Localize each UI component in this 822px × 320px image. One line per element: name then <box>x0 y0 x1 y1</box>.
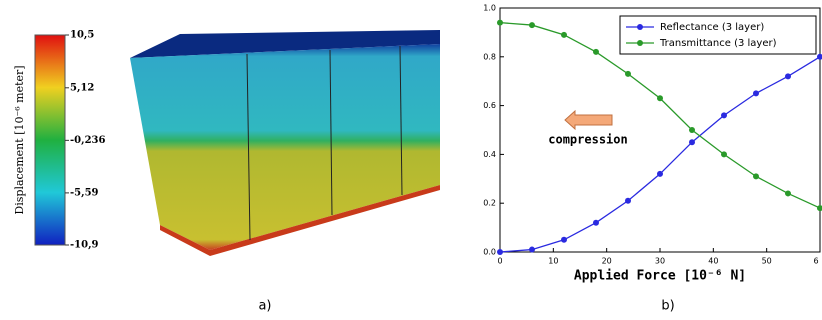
mesh-edge <box>329 49 333 216</box>
point <box>497 19 503 26</box>
colorbar-tick-label: 10,5 <box>70 30 94 41</box>
point <box>817 53 822 60</box>
x-axis-label: Applied Force [10⁻⁶ N] <box>574 269 746 284</box>
colorbar <box>34 34 66 246</box>
mesh-box <box>130 44 440 250</box>
point <box>657 170 663 177</box>
point <box>785 190 791 197</box>
colorbar-tick-label: -0,236 <box>70 135 106 146</box>
point <box>785 73 791 80</box>
panel-label: b) <box>661 299 674 314</box>
point <box>593 219 599 226</box>
annotation-arrow <box>564 109 613 131</box>
point <box>817 205 822 212</box>
colorbar-label: Displacement [10⁻⁶ meter] <box>13 65 26 214</box>
point <box>529 246 535 253</box>
series-line <box>499 56 821 253</box>
point <box>689 127 695 133</box>
mesh-edge <box>246 53 251 241</box>
legend-label: Transmittance (3 layer) <box>659 38 777 49</box>
y-tick-label: 0.2 <box>483 199 496 208</box>
point <box>561 31 567 38</box>
y-tick-label: 1.0 <box>483 4 496 13</box>
y-tick-label: 0.8 <box>483 52 496 61</box>
legend-marker <box>637 40 643 46</box>
annotation: compression <box>548 133 627 147</box>
x-tick-label: 0 <box>497 257 502 266</box>
panel-label: a) <box>258 299 271 314</box>
point <box>753 90 759 97</box>
point <box>753 173 759 180</box>
x-tick-label: 40 <box>708 257 718 266</box>
colorbar-tick-label: -10,9 <box>70 240 99 251</box>
point <box>561 236 567 243</box>
point <box>497 249 503 255</box>
mesh-edge <box>399 45 403 196</box>
legend-label: Reflectance (3 layer) <box>660 22 764 33</box>
y-tick-label: 0.0 <box>483 248 496 257</box>
point <box>593 48 599 55</box>
x-tick-label: 6 <box>813 257 818 266</box>
x-tick-label: 10 <box>548 257 558 266</box>
x-tick-label: 20 <box>602 257 612 266</box>
colorbar-tick-label: -5,59 <box>70 187 99 198</box>
x-tick-label: 30 <box>655 257 665 266</box>
point <box>721 151 727 158</box>
legend-marker <box>637 24 643 30</box>
x-tick-label: 50 <box>762 257 772 266</box>
legend <box>619 15 817 55</box>
box-top <box>130 30 440 58</box>
point <box>657 95 663 102</box>
point <box>689 139 695 146</box>
y-tick-label: 0.4 <box>483 150 496 159</box>
point <box>625 70 631 77</box>
point <box>721 112 727 119</box>
point <box>529 22 535 29</box>
colorbar-tick-label: 5,12 <box>70 82 94 93</box>
y-tick-label: 0.6 <box>483 101 496 110</box>
point <box>625 197 631 204</box>
